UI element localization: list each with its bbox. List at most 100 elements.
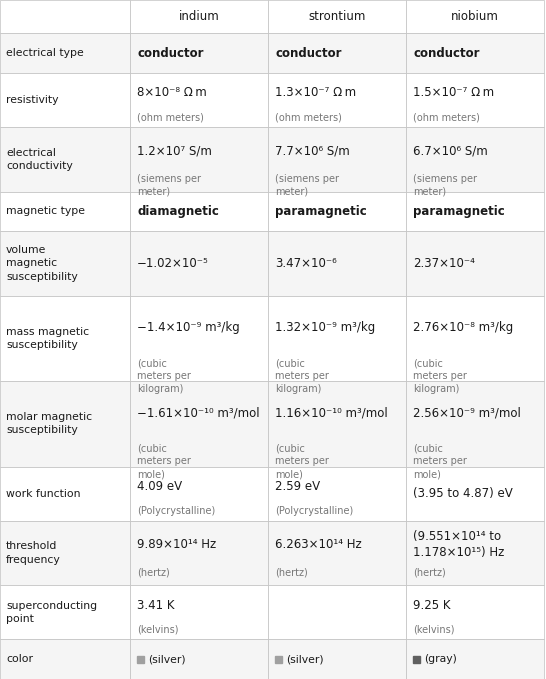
Text: (cubic
meters per
mole): (cubic meters per mole) bbox=[137, 443, 191, 479]
Text: indium: indium bbox=[179, 10, 219, 23]
Text: volume
magnetic
susceptibility: volume magnetic susceptibility bbox=[6, 245, 78, 282]
Text: 4.09 eV: 4.09 eV bbox=[137, 480, 182, 493]
Bar bbox=[0, 33, 130, 73]
Bar bbox=[130, 640, 268, 679]
Text: (ohm meters): (ohm meters) bbox=[275, 113, 342, 122]
Text: resistivity: resistivity bbox=[6, 95, 58, 105]
Text: 6.263×10¹⁴ Hz: 6.263×10¹⁴ Hz bbox=[275, 538, 362, 551]
Text: superconducting
point: superconducting point bbox=[6, 601, 97, 624]
Bar bbox=[268, 231, 406, 296]
Bar bbox=[130, 73, 268, 127]
Text: (Polycrystalline): (Polycrystalline) bbox=[137, 506, 215, 516]
Bar bbox=[130, 381, 268, 466]
Bar bbox=[268, 296, 406, 381]
Text: 2.59 eV: 2.59 eV bbox=[275, 480, 320, 493]
Bar bbox=[406, 33, 544, 73]
Text: niobium: niobium bbox=[451, 10, 499, 23]
Bar bbox=[130, 127, 268, 191]
Text: diamagnetic: diamagnetic bbox=[137, 205, 219, 218]
Text: electrical
conductivity: electrical conductivity bbox=[6, 148, 73, 171]
Bar bbox=[268, 585, 406, 640]
Bar bbox=[0, 521, 130, 585]
Text: paramagnetic: paramagnetic bbox=[275, 205, 367, 218]
Bar bbox=[406, 585, 544, 640]
Text: 1.32×10⁻⁹ m³/kg: 1.32×10⁻⁹ m³/kg bbox=[275, 321, 375, 334]
Bar bbox=[0, 466, 130, 521]
Bar bbox=[0, 127, 130, 191]
Text: 1.2×10⁷ S/m: 1.2×10⁷ S/m bbox=[137, 145, 212, 158]
Bar bbox=[268, 640, 406, 679]
Text: molar magnetic
susceptibility: molar magnetic susceptibility bbox=[6, 412, 92, 435]
Bar bbox=[406, 381, 544, 466]
Bar bbox=[268, 0, 406, 33]
Text: −1.4×10⁻⁹ m³/kg: −1.4×10⁻⁹ m³/kg bbox=[137, 321, 240, 334]
Bar bbox=[268, 73, 406, 127]
Bar bbox=[130, 231, 268, 296]
Bar bbox=[130, 521, 268, 585]
Bar bbox=[0, 231, 130, 296]
Text: (ohm meters): (ohm meters) bbox=[413, 113, 480, 122]
Bar bbox=[0, 296, 130, 381]
Text: (Polycrystalline): (Polycrystalline) bbox=[275, 506, 353, 516]
Bar bbox=[268, 191, 406, 231]
Bar bbox=[0, 640, 130, 679]
Text: −1.02×10⁻⁵: −1.02×10⁻⁵ bbox=[137, 257, 209, 270]
Text: magnetic type: magnetic type bbox=[6, 206, 85, 217]
Text: (hertz): (hertz) bbox=[137, 568, 170, 578]
Bar bbox=[0, 191, 130, 231]
Text: (cubic
meters per
kilogram): (cubic meters per kilogram) bbox=[137, 358, 191, 394]
Bar bbox=[0, 585, 130, 640]
Bar bbox=[406, 191, 544, 231]
Text: strontium: strontium bbox=[308, 10, 366, 23]
Bar bbox=[275, 656, 282, 663]
Bar bbox=[268, 381, 406, 466]
Text: (siemens per
meter): (siemens per meter) bbox=[413, 175, 477, 197]
Bar bbox=[130, 585, 268, 640]
Text: electrical type: electrical type bbox=[6, 48, 84, 58]
Text: 3.47×10⁻⁶: 3.47×10⁻⁶ bbox=[275, 257, 337, 270]
Bar bbox=[406, 296, 544, 381]
Text: 1.16×10⁻¹⁰ m³/mol: 1.16×10⁻¹⁰ m³/mol bbox=[275, 406, 388, 419]
Text: 2.37×10⁻⁴: 2.37×10⁻⁴ bbox=[413, 257, 475, 270]
Text: (gray): (gray) bbox=[424, 654, 457, 664]
Bar bbox=[268, 127, 406, 191]
Bar bbox=[268, 466, 406, 521]
Text: (kelvins): (kelvins) bbox=[137, 625, 179, 635]
Text: 1.5×10⁻⁷ Ω m: 1.5×10⁻⁷ Ω m bbox=[413, 86, 494, 99]
Text: threshold
frequency: threshold frequency bbox=[6, 541, 61, 565]
Bar bbox=[130, 191, 268, 231]
Text: (silver): (silver) bbox=[286, 654, 324, 664]
Bar bbox=[130, 0, 268, 33]
Text: (silver): (silver) bbox=[148, 654, 186, 664]
Text: 2.56×10⁻⁹ m³/mol: 2.56×10⁻⁹ m³/mol bbox=[413, 406, 521, 419]
Text: conductor: conductor bbox=[137, 47, 204, 60]
Bar bbox=[406, 127, 544, 191]
Bar bbox=[406, 73, 544, 127]
Bar bbox=[0, 0, 130, 33]
Bar bbox=[268, 521, 406, 585]
Text: work function: work function bbox=[6, 489, 80, 498]
Bar bbox=[406, 0, 544, 33]
Text: conductor: conductor bbox=[275, 47, 341, 60]
Bar bbox=[0, 73, 130, 127]
Text: 7.7×10⁶ S/m: 7.7×10⁶ S/m bbox=[275, 145, 350, 158]
Text: 9.25 K: 9.25 K bbox=[413, 599, 450, 612]
Bar bbox=[406, 640, 544, 679]
Text: (3.95 to 4.87) eV: (3.95 to 4.87) eV bbox=[413, 487, 513, 500]
Text: (siemens per
meter): (siemens per meter) bbox=[275, 175, 339, 197]
Text: (hertz): (hertz) bbox=[413, 568, 446, 578]
Bar bbox=[137, 656, 144, 663]
Bar bbox=[130, 466, 268, 521]
Bar bbox=[413, 656, 420, 663]
Text: (cubic
meters per
mole): (cubic meters per mole) bbox=[413, 443, 467, 479]
Text: color: color bbox=[6, 654, 33, 664]
Text: 6.7×10⁶ S/m: 6.7×10⁶ S/m bbox=[413, 145, 488, 158]
Text: (ohm meters): (ohm meters) bbox=[137, 113, 204, 122]
Text: 8×10⁻⁸ Ω m: 8×10⁻⁸ Ω m bbox=[137, 86, 207, 99]
Bar bbox=[406, 466, 544, 521]
Bar bbox=[268, 33, 406, 73]
Bar bbox=[130, 296, 268, 381]
Bar bbox=[406, 521, 544, 585]
Text: (cubic
meters per
kilogram): (cubic meters per kilogram) bbox=[413, 358, 467, 394]
Text: 9.89×10¹⁴ Hz: 9.89×10¹⁴ Hz bbox=[137, 538, 216, 551]
